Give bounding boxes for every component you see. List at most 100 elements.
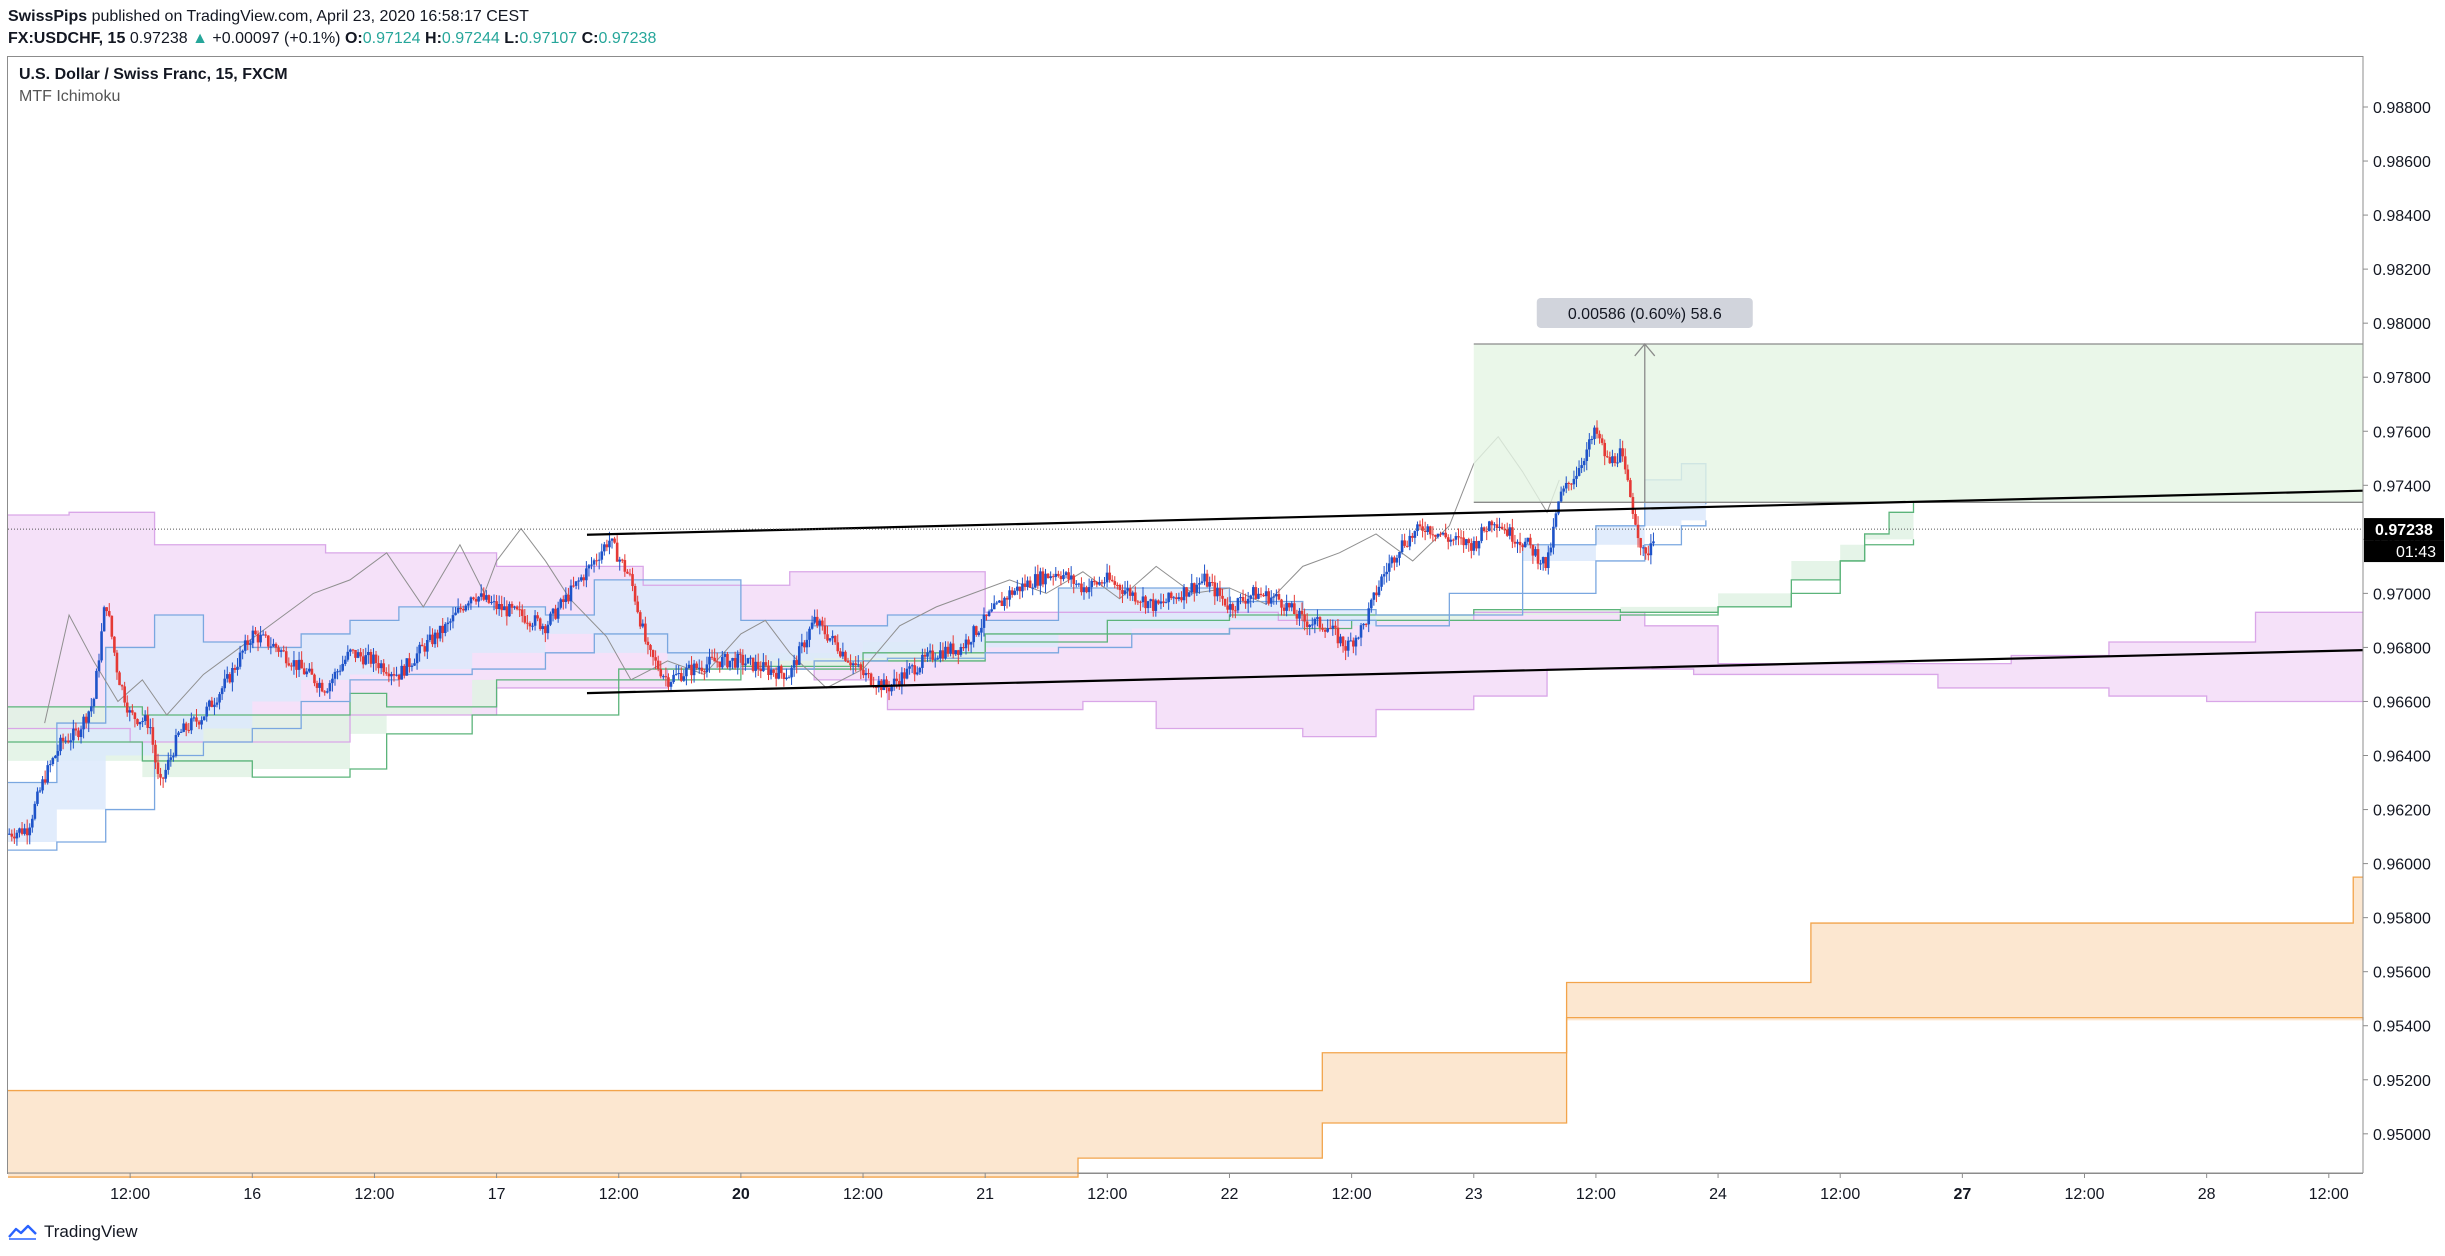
candle-body [577,580,580,582]
candle-body [315,683,319,688]
candle-body [905,668,909,679]
candle-body [43,779,47,783]
candle-body [297,659,301,670]
candle-body [256,634,260,643]
open-value: 0.97124 [362,30,421,47]
candle-body [25,828,29,836]
candle-body [441,625,445,633]
candle-body [1613,456,1617,464]
indicator-legend[interactable]: MTF Ichimoku [19,88,121,105]
candle-body [1195,584,1199,593]
candle-body [333,671,337,679]
candle-body [502,606,506,611]
candle-body [107,611,111,616]
candle-body [1046,573,1050,579]
candle-body [764,662,768,666]
candle-body [1257,593,1260,599]
candle-body [651,650,655,658]
candle-body [1080,583,1083,593]
author-name[interactable]: SwissPips [8,8,88,25]
candle-body [1467,539,1471,544]
candle-body [1244,600,1247,604]
candle-body [1067,572,1070,580]
cloud-green-lower [8,539,1915,778]
candle-body [349,649,352,652]
footer-brand-label: TradingView [44,1222,138,1241]
candle-body [508,603,511,617]
candle-body [967,639,970,645]
candle-body [1303,614,1306,622]
candle-body [1264,591,1268,597]
candle-body [759,668,763,672]
candle-body [954,650,958,655]
candle-body [731,658,734,661]
candle-body [356,652,360,658]
candle-body [41,779,44,791]
candle-body [1567,482,1571,484]
time-tick-label: 12:00 [354,1186,394,1203]
candle-body [1367,608,1371,625]
candle-body [900,672,904,686]
candle-body [636,601,639,613]
candle-body [892,678,896,685]
candle-body [687,664,691,669]
candle-body [1323,629,1327,632]
time-tick-label: 24 [1709,1186,1727,1203]
candle-body [523,615,527,623]
candle-body [1205,573,1209,587]
candle-body [1495,524,1499,528]
candle-body [325,691,329,693]
candle-body [662,676,665,678]
candle-body [1039,571,1042,586]
candle-body [254,630,257,635]
candle-body [1480,527,1483,541]
candle-body [313,674,316,684]
candle-body [1210,582,1214,584]
candle-body [1454,536,1458,540]
candle-body [1087,587,1091,593]
candle-body [269,646,273,648]
candle-body [54,755,57,759]
candle-body [1008,590,1011,600]
candle-body [895,678,899,682]
candle-body [969,642,973,645]
candle-body [1490,521,1494,526]
candle-body [459,607,462,610]
candle-body [387,673,391,677]
footer-brand[interactable]: TradingView [8,1222,138,1242]
price-tick-label: 0.97400 [2373,478,2431,495]
candle-body [1133,592,1137,602]
candle-body [995,602,999,604]
candle-body [795,660,799,665]
candle-body [1169,592,1173,599]
candle-body [72,728,75,741]
candle-body [477,596,480,602]
candle-body [1393,557,1396,563]
time-tick-label: 27 [1953,1186,1971,1203]
high-value: 0.97244 [441,30,500,47]
chart-legend-title[interactable]: U.S. Dollar / Swiss Franc, 15, FXCM [19,66,288,83]
candle-body [1241,597,1245,601]
candle-body [695,663,698,669]
candle-body [1167,592,1170,603]
candle-body [1616,462,1619,464]
candle-body [1428,526,1432,535]
candle-body [656,660,660,670]
candle-body [1431,534,1435,536]
candle-body [1605,456,1609,458]
candle-body [1439,533,1442,535]
candle-body [1069,575,1073,580]
candle-body [1541,557,1545,564]
time-tick-label: 12:00 [1820,1186,1860,1203]
candle-body [1110,579,1114,582]
candle-body [1349,640,1353,642]
candle-body [1387,563,1391,572]
candle-body [1446,537,1450,542]
candle-body [1033,574,1037,588]
candle-body [1564,482,1568,489]
candle-body [1075,583,1078,585]
candle-body [187,729,191,731]
candle-body [408,658,411,667]
cloud-blue-lower [8,520,1707,851]
